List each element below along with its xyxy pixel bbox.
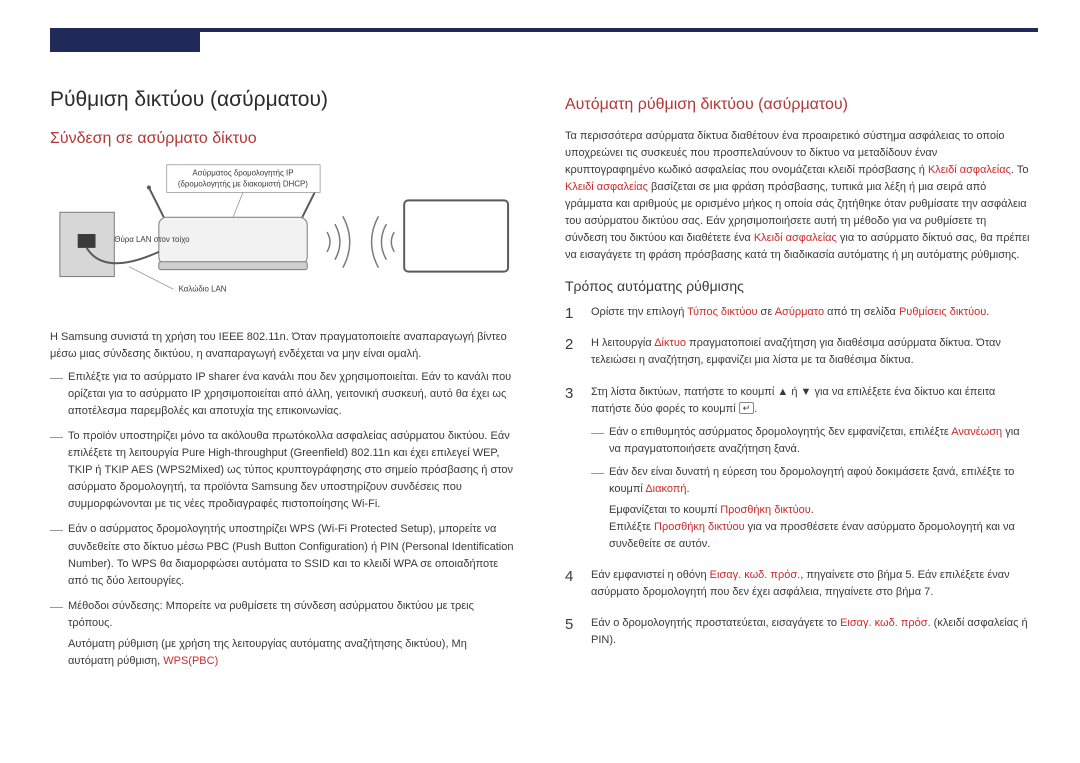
enter-password-label-1: Εισαγ. κωδ. πρόσ.: [710, 569, 801, 581]
step-3: 3 Στη λίστα δικτύων, πατήστε το κουμπί ▲…: [565, 384, 1030, 553]
bullet-4-tail-a: Αυτόματη ρύθμιση (με χρήση της λειτουργί…: [68, 638, 467, 667]
add-network-label-1: Προσθήκη δικτύου: [720, 504, 811, 516]
bullet-2: Το προϊόν υποστηρίζει μόνο τα ακόλουθα π…: [50, 428, 515, 513]
add-network-label-2: Προσθήκη δικτύου: [654, 521, 745, 533]
network-settings-label: Ρυθμίσεις δικτύου: [899, 306, 986, 318]
bullet-4-tail: Αυτόματη ρύθμιση (με χρήση της λειτουργί…: [68, 636, 515, 670]
para-seg-b: . Το: [1011, 164, 1029, 176]
step-number-4: 4: [565, 565, 573, 588]
enter-key-icon: ↵: [739, 402, 755, 415]
how-to-title: Τρόπος αυτόματης ρύθμισης: [565, 278, 1030, 294]
page-title: Ρύθμιση δικτύου (ασύρματου): [50, 88, 515, 112]
page-columns: Ρύθμιση δικτύου (ασύρματου) Σύνδεση σε α…: [50, 88, 1030, 678]
step-3-sublist: Εάν ο επιθυμητός ασύρματος δρομολογητής …: [591, 424, 1030, 553]
network-label: Δίκτυο: [654, 337, 686, 349]
bullet-1: Επιλέξτε για το ασύρματο IP sharer ένα κ…: [50, 369, 515, 420]
diagram-wall-port-label: Θύρα LAN στον τοίχο: [114, 235, 190, 244]
security-key-2: Κλειδί ασφαλείας: [565, 181, 648, 193]
enter-password-label-2: Εισαγ. κωδ. πρόσ.: [840, 617, 931, 629]
step-2: 2 Η λειτουργία Δίκτυο πραγματοποιεί αναζ…: [565, 335, 1030, 369]
diagram-lan-cable-label: Καλώδιο LAN: [179, 284, 227, 293]
bullet-4: Μέθοδοι σύνδεσης: Μπορείτε να ρυθμίσετε …: [50, 598, 515, 670]
step-1: 1 Ορίστε την επιλογή Τύπος δικτύου σε Ασ…: [565, 304, 1030, 321]
step-4: 4 Εάν εμφανιστεί η οθόνη Εισαγ. κωδ. πρό…: [565, 567, 1030, 601]
step-number-1: 1: [565, 302, 573, 325]
step-number-3: 3: [565, 382, 573, 405]
security-key-3: Κλειδί ασφαλείας: [754, 232, 837, 244]
bullet-3: Εάν ο ασύρματος δρομολογητής υποστηρίζει…: [50, 521, 515, 589]
step-number-5: 5: [565, 613, 573, 636]
steps-list: 1 Ορίστε την επιλογή Τύπος δικτύου σε Ασ…: [565, 304, 1030, 649]
right-column: Αυτόματη ρύθμιση δικτύου (ασύρματου) Τα …: [565, 88, 1030, 678]
stop-label: Διακοπή: [645, 483, 686, 495]
security-key-1: Κλειδί ασφαλείας: [928, 164, 1011, 176]
left-intro: Η Samsung συνιστά τη χρήση του IEEE 802.…: [50, 329, 515, 363]
diagram-router-label1: Ασύρματος δρομολογητής IP: [192, 169, 293, 178]
refresh-label: Ανανέωση: [951, 426, 1002, 438]
left-bullets: Επιλέξτε για το ασύρματο IP sharer ένα κ…: [50, 369, 515, 670]
header-block: [50, 28, 200, 52]
step-5: 5 Εάν ο δρομολογητής προστατεύεται, εισα…: [565, 615, 1030, 649]
network-type-label: Τύπος δικτύου: [687, 306, 757, 318]
connection-diagram: Ασύρματος δρομολογητής IP (δρομολογητής …: [50, 162, 515, 317]
wireless-label: Ασύρματο: [775, 306, 824, 318]
step-number-2: 2: [565, 333, 573, 356]
diagram-router-label2: (δρομολογητής με διακομιστή DHCP): [178, 180, 308, 189]
step-3-sub-1: Εάν ο επιθυμητός ασύρματος δρομολογητής …: [591, 424, 1030, 458]
wps-pbc-label: WPS(PBC): [163, 655, 218, 667]
auto-setup-paragraph: Τα περισσότερα ασύρματα δίκτυα διαθέτουν…: [565, 128, 1030, 264]
left-column: Ρύθμιση δικτύου (ασύρματου) Σύνδεση σε α…: [50, 88, 515, 678]
auto-setup-title: Αυτόματη ρύθμιση δικτύου (ασύρματου): [565, 96, 1030, 114]
section-connect-title: Σύνδεση σε ασύρματο δίκτυο: [50, 130, 515, 148]
bullet-4-text: Μέθοδοι σύνδεσης: Μπορείτε να ρυθμίσετε …: [68, 600, 474, 629]
step-3-sub-2: Εάν δεν είναι δυνατή η εύρεση του δρομολ…: [591, 464, 1030, 553]
